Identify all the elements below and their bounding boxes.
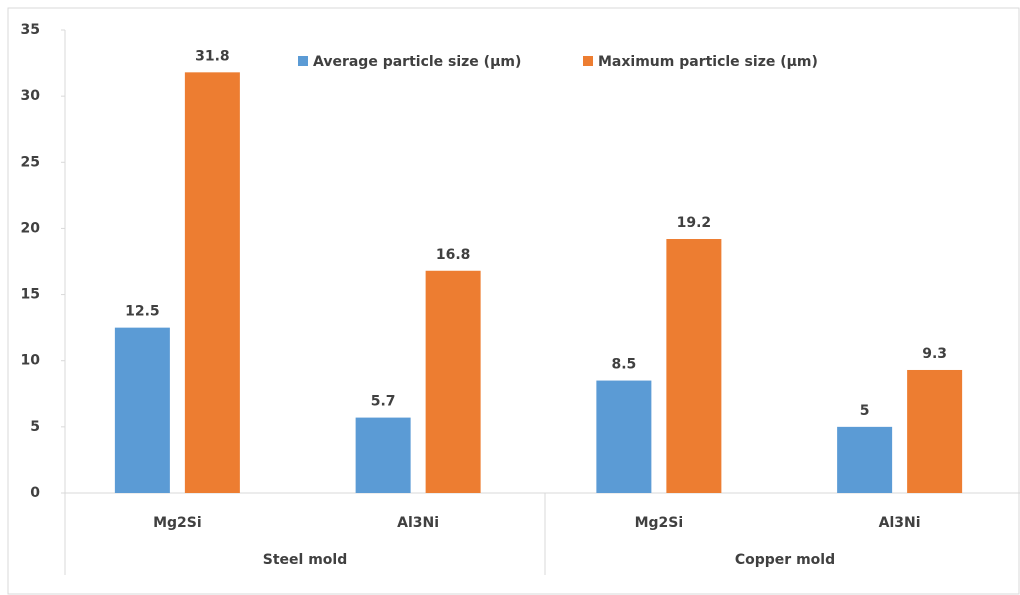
data-label: 16.8 [436,247,471,263]
bar [184,72,240,494]
x-tick-label: Al3Ni [397,515,439,531]
legend-label: Average particle size (µm) [313,54,521,70]
data-label: 9.3 [922,346,947,362]
y-tick-label: 0 [30,485,40,501]
x-tick-label: Mg2Si [153,515,202,531]
x-tick-label: Mg2Si [635,515,684,531]
chart-frame [7,7,1020,595]
y-tick-label: 30 [21,88,41,104]
data-label: 8.5 [611,357,636,373]
data-label: 31.8 [195,48,230,64]
y-tick-label: 10 [21,353,41,369]
data-label: 5 [860,403,870,419]
data-label: 19.2 [677,215,712,231]
bar [907,369,963,493]
y-tick-label: 20 [21,220,41,236]
y-tick-label: 15 [21,287,40,303]
y-tick-label: 35 [21,22,40,38]
legend-label: Maximum particle size (µm) [598,54,818,70]
data-label: 5.7 [371,394,396,410]
group-label: Steel mold [263,552,347,568]
y-tick-label: 5 [30,419,40,435]
bar [837,426,893,493]
legend-swatch [298,56,308,66]
bar [355,417,411,493]
x-tick-label: Al3Ni [879,515,921,531]
y-tick-label: 25 [21,154,40,170]
group-label: Copper mold [735,552,835,568]
legend-swatch [583,56,593,66]
bar [666,239,722,493]
bar [596,380,652,493]
bar [114,327,170,493]
bar [425,270,481,493]
data-label: 12.5 [125,304,160,320]
